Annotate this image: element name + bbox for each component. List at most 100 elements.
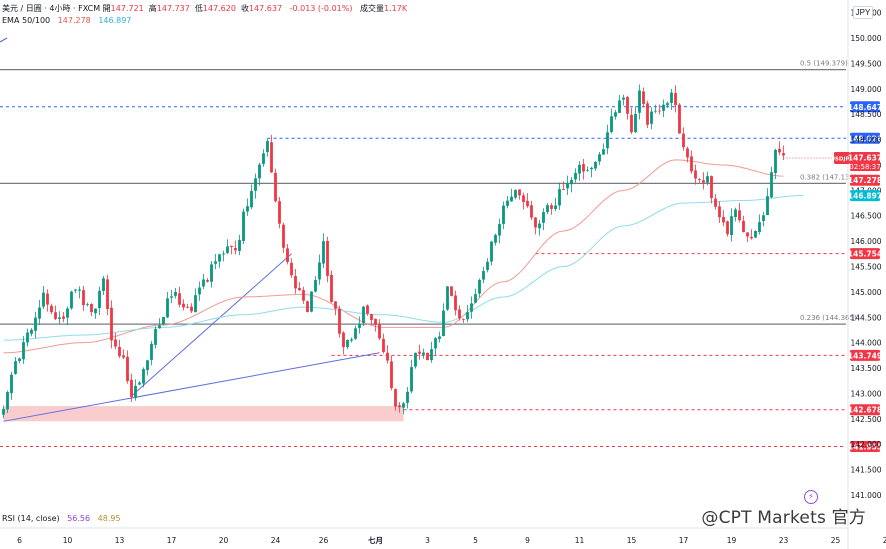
last-price-label: 147.637 (848, 154, 882, 163)
candle-down (526, 201, 529, 207)
y-tick-label: 148.500 (850, 110, 881, 119)
candle-up (30, 329, 33, 334)
watermark: @CPT Markets 官方 (701, 508, 866, 528)
candle-down (126, 356, 129, 382)
countdown-label: 02:58:37 (849, 163, 880, 171)
candle-down (330, 274, 333, 302)
level-tag: 148.647 (848, 103, 882, 112)
symbol-tag-bg (834, 152, 850, 165)
x-tick-label: 20 (219, 536, 229, 545)
candle-down (378, 324, 381, 339)
candle-down (342, 332, 345, 348)
candle-up (410, 367, 413, 392)
y-tick-label: 144.000 (850, 339, 881, 348)
candle-down (562, 189, 565, 191)
candle-up (94, 308, 97, 314)
candle-up (174, 292, 177, 296)
candle-up (498, 224, 501, 236)
level-tag: 145.754 (848, 250, 882, 259)
candle-up (134, 385, 137, 398)
candle-up (2, 408, 5, 415)
ohlc-item: 收147.637 (240, 4, 283, 13)
ohlc-values: 開147.721 高147.737 低147.620 收147.637 (103, 4, 287, 13)
candle-up (170, 296, 173, 298)
candle-up (150, 343, 153, 360)
candle-down (294, 276, 297, 289)
candle-down (274, 172, 277, 202)
candle-up (310, 291, 313, 312)
candle-up (554, 205, 557, 209)
rsi-legend[interactable]: RSI (14, close) 56.56 48.95 (2, 514, 126, 523)
candle-down (110, 307, 113, 341)
candle-up (78, 289, 81, 291)
candle-down (458, 309, 461, 319)
candle-down (530, 205, 533, 218)
x-tick-label: 5 (473, 536, 478, 545)
candle-down (686, 148, 689, 158)
candle-down (674, 93, 677, 106)
ema50-line (3, 159, 784, 354)
candle-up (86, 304, 89, 306)
candle-down (394, 389, 397, 407)
candle-up (266, 141, 269, 153)
level-tag-bg (850, 248, 880, 260)
candle-up (590, 167, 593, 170)
candle-up (146, 360, 149, 371)
y-tick-label: 150.000 (850, 34, 881, 43)
candle-up (490, 241, 493, 262)
candle-up (58, 317, 61, 319)
currency-selector[interactable]: JPY (853, 6, 873, 19)
candle-up (18, 358, 21, 362)
candle-up (558, 189, 561, 206)
candle-down (382, 338, 385, 352)
ema-price-bg (850, 174, 880, 186)
y-tick-label: 141.000 (850, 491, 881, 500)
candle-down (722, 216, 725, 223)
level-tag: 141.955 (848, 442, 882, 451)
candle-down (122, 355, 125, 358)
candle-down (778, 148, 781, 153)
candle-up (258, 164, 261, 179)
candle-down (234, 248, 237, 251)
level-tag-bg (850, 349, 880, 361)
y-tick-label: 145.000 (850, 288, 881, 297)
candle-up (486, 261, 489, 270)
x-tick-label: 17 (167, 536, 177, 545)
candle-up (578, 164, 581, 174)
x-tick-label: 七月 (368, 535, 383, 545)
x-tick-label: 6 (17, 536, 22, 545)
candle-up (414, 352, 417, 367)
x-tick-label: 13 (115, 536, 125, 545)
ema50-value: 147.278 (57, 16, 91, 25)
candle-up (66, 308, 69, 318)
candle-up (194, 295, 197, 313)
x-tick-label: 15 (627, 536, 637, 545)
ema-price-bg (850, 190, 880, 202)
candle-up (606, 132, 609, 149)
candle-down (550, 205, 553, 209)
ohlc-item: 高147.737 (148, 4, 190, 13)
candle-down (534, 217, 537, 228)
candle-down (282, 224, 285, 248)
candle-up (350, 339, 353, 341)
candle-up (762, 215, 765, 221)
symbol-header: 美元 / 日圓 · 4小時 · FXCM 開147.721 高147.737 低14… (2, 3, 412, 14)
candle-down (698, 179, 701, 180)
candle-down (418, 351, 421, 354)
candle-up (602, 149, 605, 155)
candle-up (98, 290, 101, 308)
x-tick-label: 23 (779, 536, 789, 545)
x-tick-label: 26 (319, 536, 329, 545)
lightning-icon[interactable]: ⚡ (804, 490, 818, 504)
candle-up (514, 190, 517, 198)
candle-up (754, 230, 757, 238)
candle-down (682, 133, 685, 148)
x-tick-label: 19 (727, 536, 737, 545)
candle-down (658, 110, 661, 112)
candle-up (634, 113, 637, 133)
ema-legend[interactable]: EMA 50/100 147.278 146.897 (2, 16, 136, 25)
rsi-label: RSI (14, close) (2, 514, 60, 523)
candle-up (402, 403, 405, 408)
candle-down (374, 318, 377, 325)
